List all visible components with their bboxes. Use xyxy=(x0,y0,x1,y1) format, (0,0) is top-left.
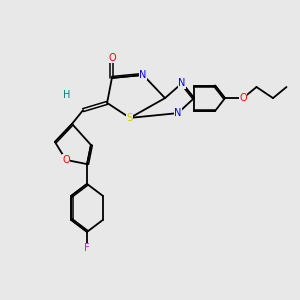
Text: N: N xyxy=(174,108,182,118)
Text: F: F xyxy=(84,243,90,253)
Text: O: O xyxy=(108,53,116,63)
Text: N: N xyxy=(178,78,186,88)
Text: N: N xyxy=(140,70,147,80)
Text: O: O xyxy=(62,155,70,165)
Text: O: O xyxy=(239,93,247,103)
Text: H: H xyxy=(63,90,70,100)
Text: S: S xyxy=(127,113,133,123)
